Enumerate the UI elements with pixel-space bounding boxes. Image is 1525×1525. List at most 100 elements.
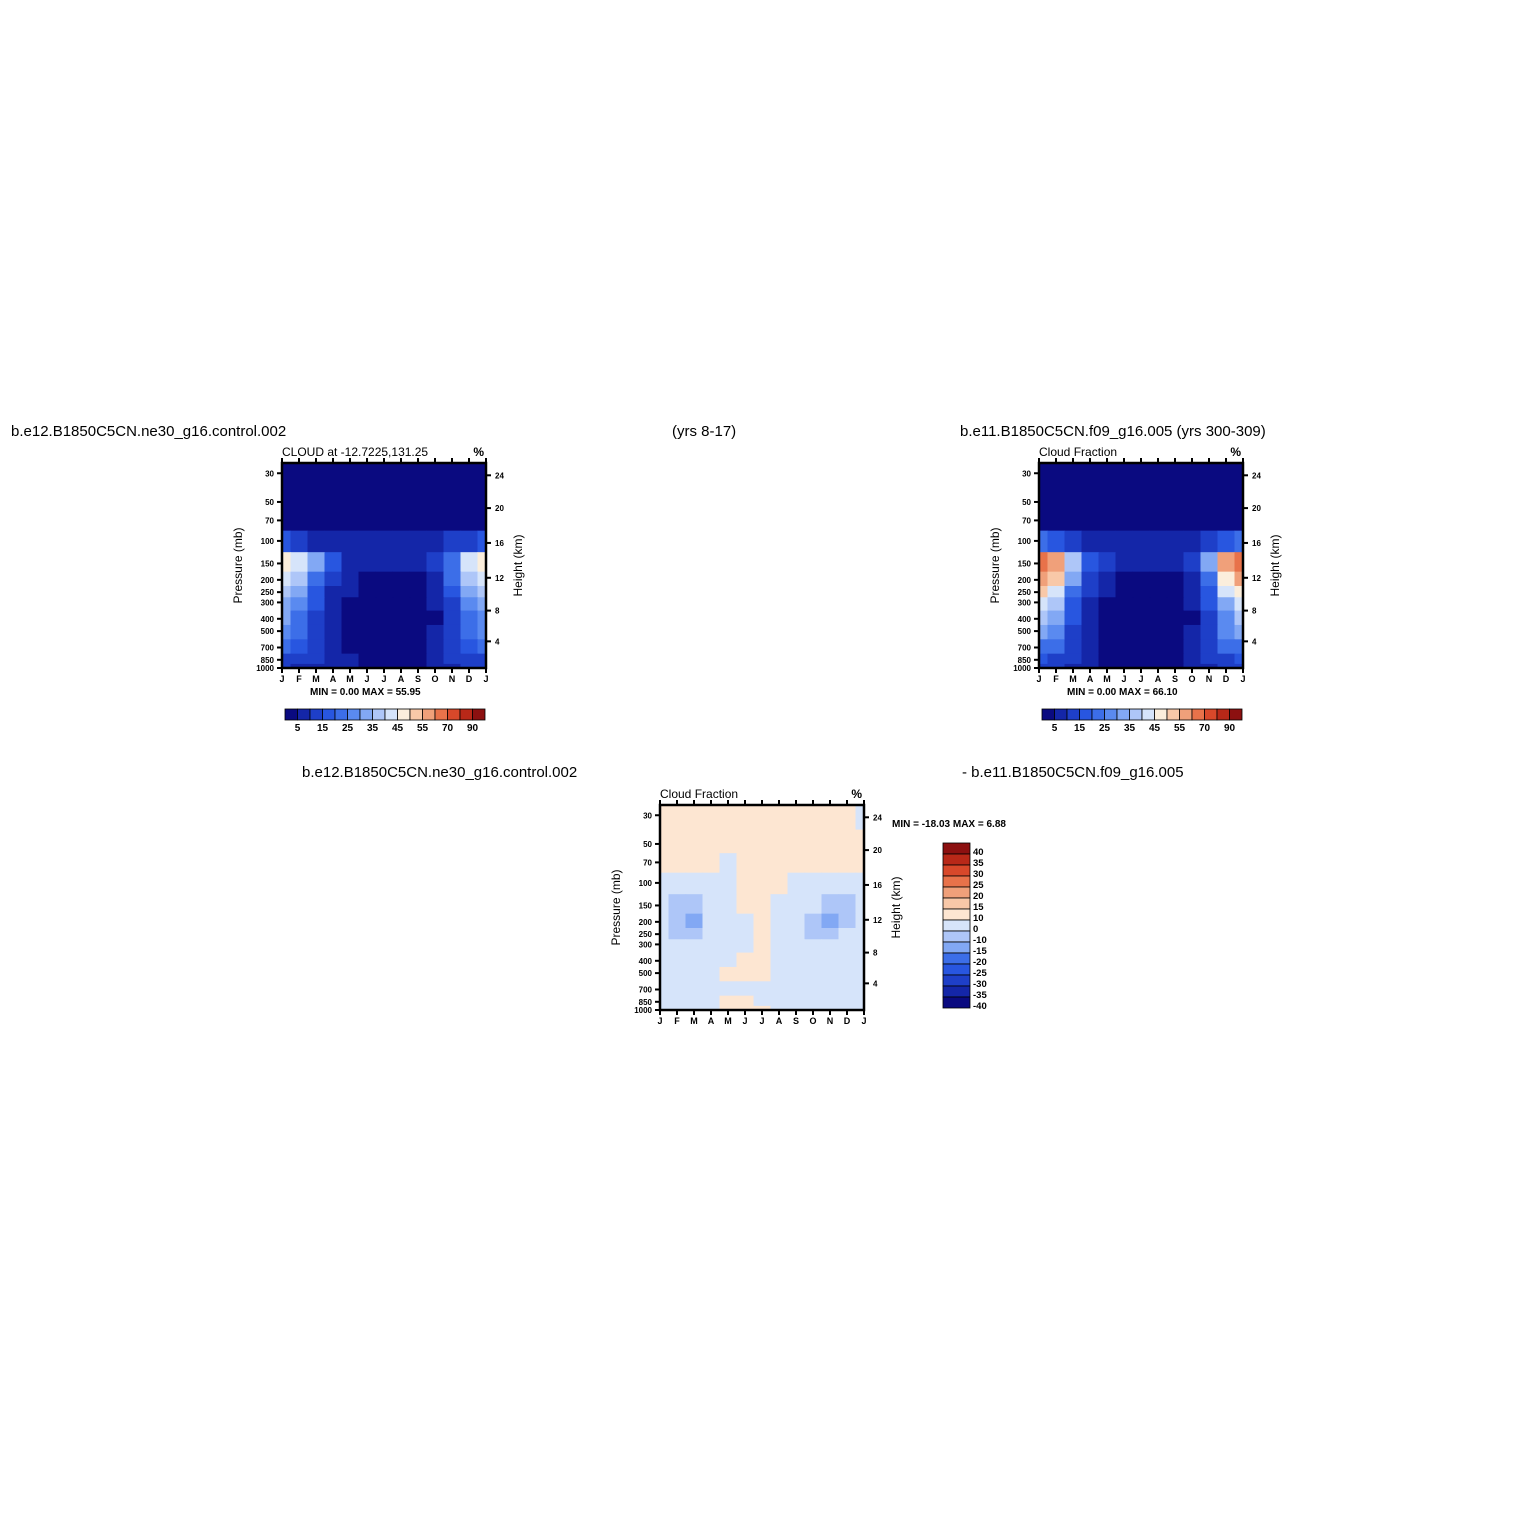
contour-cell bbox=[1098, 624, 1117, 640]
contour-cell bbox=[1047, 624, 1066, 640]
contour-cell bbox=[1115, 571, 1134, 587]
contour-cell bbox=[1047, 463, 1066, 489]
contour-cell bbox=[1200, 597, 1219, 612]
x-tick-label: A bbox=[1155, 674, 1162, 684]
y-axis-label: Pressure (mb) bbox=[988, 527, 1002, 603]
y-tick-label: 400 bbox=[261, 615, 275, 624]
contour-cell bbox=[282, 597, 292, 612]
contour-cell bbox=[1064, 639, 1083, 655]
contour-cell bbox=[1166, 530, 1185, 553]
contour-cell bbox=[460, 624, 479, 640]
x-tick-label: J bbox=[483, 674, 488, 684]
contour-cell bbox=[770, 981, 789, 997]
contour-cell bbox=[1166, 487, 1185, 512]
contour-cell bbox=[409, 653, 428, 665]
contour-cell bbox=[753, 952, 772, 968]
plot-title: Cloud Fraction bbox=[660, 787, 738, 801]
y-tick-label: 200 bbox=[639, 918, 653, 927]
x-tick-label: J bbox=[742, 1016, 747, 1026]
y-tick-label: 500 bbox=[261, 627, 275, 636]
contour-cell bbox=[392, 530, 411, 553]
y-right-tick-label: 4 bbox=[873, 979, 878, 988]
legend-label: 5 bbox=[295, 723, 301, 734]
contour-cell bbox=[736, 894, 755, 915]
contour-cell bbox=[426, 552, 445, 573]
contour-cell bbox=[736, 952, 755, 968]
y-tick-label: 200 bbox=[261, 576, 275, 585]
y-tick-label: 700 bbox=[639, 986, 653, 995]
legend-swatch bbox=[422, 708, 436, 721]
legend-swatch bbox=[334, 708, 348, 721]
x-tick-label: N bbox=[1206, 674, 1213, 684]
contour-cell bbox=[1217, 610, 1236, 626]
contour-cell bbox=[1064, 610, 1083, 626]
contour-cell bbox=[736, 853, 755, 874]
contour-cell bbox=[1047, 571, 1066, 587]
plot-title: CLOUD at -12.7225,131.25 bbox=[282, 445, 428, 459]
contour-cell bbox=[855, 995, 864, 1007]
contour-cell bbox=[719, 928, 738, 940]
contour-cell bbox=[460, 552, 479, 573]
x-tick-label: M bbox=[724, 1016, 732, 1026]
contour-cell bbox=[804, 995, 823, 1007]
legend-label: 70 bbox=[1199, 723, 1211, 734]
contour-cell bbox=[660, 913, 670, 929]
diff-panel: J F M A M J J A S O N D J305070100150200250300400500… bbox=[609, 787, 1006, 1026]
contour-cell bbox=[307, 530, 326, 553]
x-tick-label: N bbox=[449, 674, 456, 684]
contour-cell bbox=[1047, 610, 1066, 626]
contour-cell bbox=[341, 571, 360, 587]
contour-cell bbox=[1115, 624, 1134, 640]
contour-cell bbox=[1098, 610, 1117, 626]
contour-cell bbox=[1098, 639, 1117, 655]
contour-cell bbox=[341, 624, 360, 640]
y-tick-label: 30 bbox=[265, 469, 274, 478]
contour-cell bbox=[1166, 571, 1185, 587]
contour-cell bbox=[324, 530, 343, 553]
contour-cell bbox=[660, 928, 670, 940]
contour-cell bbox=[1217, 463, 1236, 489]
contour-cell bbox=[1039, 530, 1049, 553]
contour-cell bbox=[753, 981, 772, 997]
contour-cell bbox=[787, 805, 806, 831]
contour-cell bbox=[719, 805, 738, 831]
contour-cell bbox=[685, 981, 704, 997]
contour-cell bbox=[282, 624, 292, 640]
contour-cell bbox=[804, 853, 823, 874]
legend-swatch bbox=[1166, 708, 1180, 721]
contour-cell bbox=[1098, 552, 1117, 573]
legend-label: 45 bbox=[392, 723, 404, 734]
legend-swatch bbox=[309, 708, 323, 721]
contour-cell bbox=[341, 663, 360, 668]
contour-cell bbox=[443, 463, 462, 489]
stats-text: MIN = 0.00 MAX = 55.95 bbox=[310, 687, 421, 698]
legend-label: 90 bbox=[467, 723, 479, 734]
contour-cell bbox=[392, 511, 411, 532]
contour-cell bbox=[290, 571, 309, 587]
contour-cell bbox=[804, 928, 823, 940]
contour-cell bbox=[702, 966, 721, 982]
contour-cell bbox=[1081, 571, 1100, 587]
contour-cell bbox=[358, 624, 377, 640]
contour-cell bbox=[426, 530, 445, 553]
contour-cell bbox=[787, 966, 806, 982]
contour-cell bbox=[1183, 624, 1202, 640]
legend-swatch bbox=[359, 708, 373, 721]
contour-cell bbox=[787, 1005, 806, 1010]
contour-cell bbox=[290, 610, 309, 626]
contour-cell bbox=[1064, 653, 1083, 665]
contour-cell bbox=[1217, 597, 1236, 612]
contour-cell bbox=[719, 939, 738, 954]
contour-cell bbox=[426, 610, 445, 626]
legend-label: 30 bbox=[973, 869, 984, 880]
contour-cell bbox=[1217, 487, 1236, 512]
contour-cell bbox=[409, 552, 428, 573]
contour-cell bbox=[668, 913, 687, 929]
contour-cell bbox=[1081, 639, 1100, 655]
y-tick-label: 150 bbox=[261, 559, 275, 568]
x-tick-label: A bbox=[776, 1016, 783, 1026]
contour-cell bbox=[1039, 639, 1049, 655]
contour-cell bbox=[1039, 463, 1049, 489]
contour-cell bbox=[838, 952, 857, 968]
contour-cell bbox=[855, 805, 864, 831]
